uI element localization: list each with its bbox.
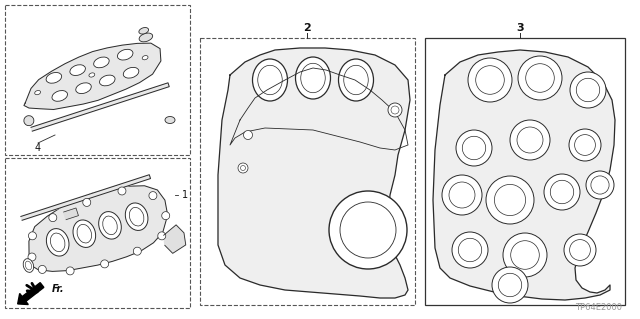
Ellipse shape bbox=[456, 130, 492, 166]
Ellipse shape bbox=[139, 27, 148, 34]
Circle shape bbox=[24, 116, 34, 126]
FancyArrow shape bbox=[18, 283, 44, 305]
Ellipse shape bbox=[35, 91, 40, 95]
Ellipse shape bbox=[139, 33, 153, 42]
Ellipse shape bbox=[486, 176, 534, 224]
Ellipse shape bbox=[296, 57, 330, 99]
Ellipse shape bbox=[253, 59, 287, 101]
Bar bbox=[5, 158, 190, 308]
Text: 3: 3 bbox=[516, 23, 524, 33]
Ellipse shape bbox=[89, 73, 95, 77]
Ellipse shape bbox=[243, 130, 253, 139]
Ellipse shape bbox=[544, 174, 580, 210]
Ellipse shape bbox=[339, 59, 374, 101]
Circle shape bbox=[118, 187, 126, 195]
Ellipse shape bbox=[569, 129, 601, 161]
Bar bbox=[5, 5, 190, 155]
Ellipse shape bbox=[564, 234, 596, 266]
Polygon shape bbox=[24, 43, 161, 109]
Ellipse shape bbox=[329, 191, 407, 269]
Ellipse shape bbox=[117, 49, 133, 60]
Circle shape bbox=[28, 232, 36, 240]
Polygon shape bbox=[29, 186, 168, 271]
Text: TP64E2000: TP64E2000 bbox=[575, 303, 622, 312]
Circle shape bbox=[38, 265, 46, 273]
Polygon shape bbox=[218, 48, 410, 298]
Ellipse shape bbox=[586, 171, 614, 199]
Ellipse shape bbox=[468, 58, 512, 102]
Text: 4: 4 bbox=[35, 143, 41, 153]
Ellipse shape bbox=[125, 203, 148, 230]
Circle shape bbox=[133, 247, 141, 255]
Ellipse shape bbox=[510, 120, 550, 160]
Ellipse shape bbox=[492, 267, 528, 303]
Circle shape bbox=[149, 192, 157, 200]
Polygon shape bbox=[164, 225, 186, 253]
Ellipse shape bbox=[142, 56, 148, 60]
Ellipse shape bbox=[238, 163, 248, 173]
Ellipse shape bbox=[388, 103, 402, 117]
Text: 2: 2 bbox=[303, 23, 311, 33]
Polygon shape bbox=[31, 83, 169, 131]
Ellipse shape bbox=[46, 72, 61, 83]
Ellipse shape bbox=[442, 175, 482, 215]
Circle shape bbox=[83, 198, 91, 206]
Polygon shape bbox=[21, 175, 150, 220]
Ellipse shape bbox=[93, 57, 109, 68]
Ellipse shape bbox=[518, 56, 562, 100]
Bar bbox=[200, 38, 415, 305]
Ellipse shape bbox=[452, 232, 488, 268]
Circle shape bbox=[162, 211, 170, 220]
Ellipse shape bbox=[73, 220, 95, 248]
Circle shape bbox=[158, 232, 166, 240]
Ellipse shape bbox=[165, 116, 175, 123]
Ellipse shape bbox=[46, 229, 69, 256]
Circle shape bbox=[49, 214, 57, 222]
Ellipse shape bbox=[570, 72, 606, 108]
Ellipse shape bbox=[503, 233, 547, 277]
Ellipse shape bbox=[100, 75, 115, 86]
Ellipse shape bbox=[23, 259, 34, 272]
Ellipse shape bbox=[52, 91, 67, 101]
Polygon shape bbox=[433, 50, 615, 300]
Circle shape bbox=[100, 260, 109, 268]
Text: 1: 1 bbox=[182, 190, 188, 200]
Bar bbox=[425, 38, 625, 305]
Ellipse shape bbox=[76, 83, 92, 93]
Circle shape bbox=[66, 267, 74, 275]
Ellipse shape bbox=[124, 67, 139, 78]
Ellipse shape bbox=[70, 65, 85, 76]
Polygon shape bbox=[63, 208, 79, 220]
Ellipse shape bbox=[99, 211, 122, 239]
Text: Fr.: Fr. bbox=[52, 284, 65, 294]
Circle shape bbox=[28, 253, 36, 261]
